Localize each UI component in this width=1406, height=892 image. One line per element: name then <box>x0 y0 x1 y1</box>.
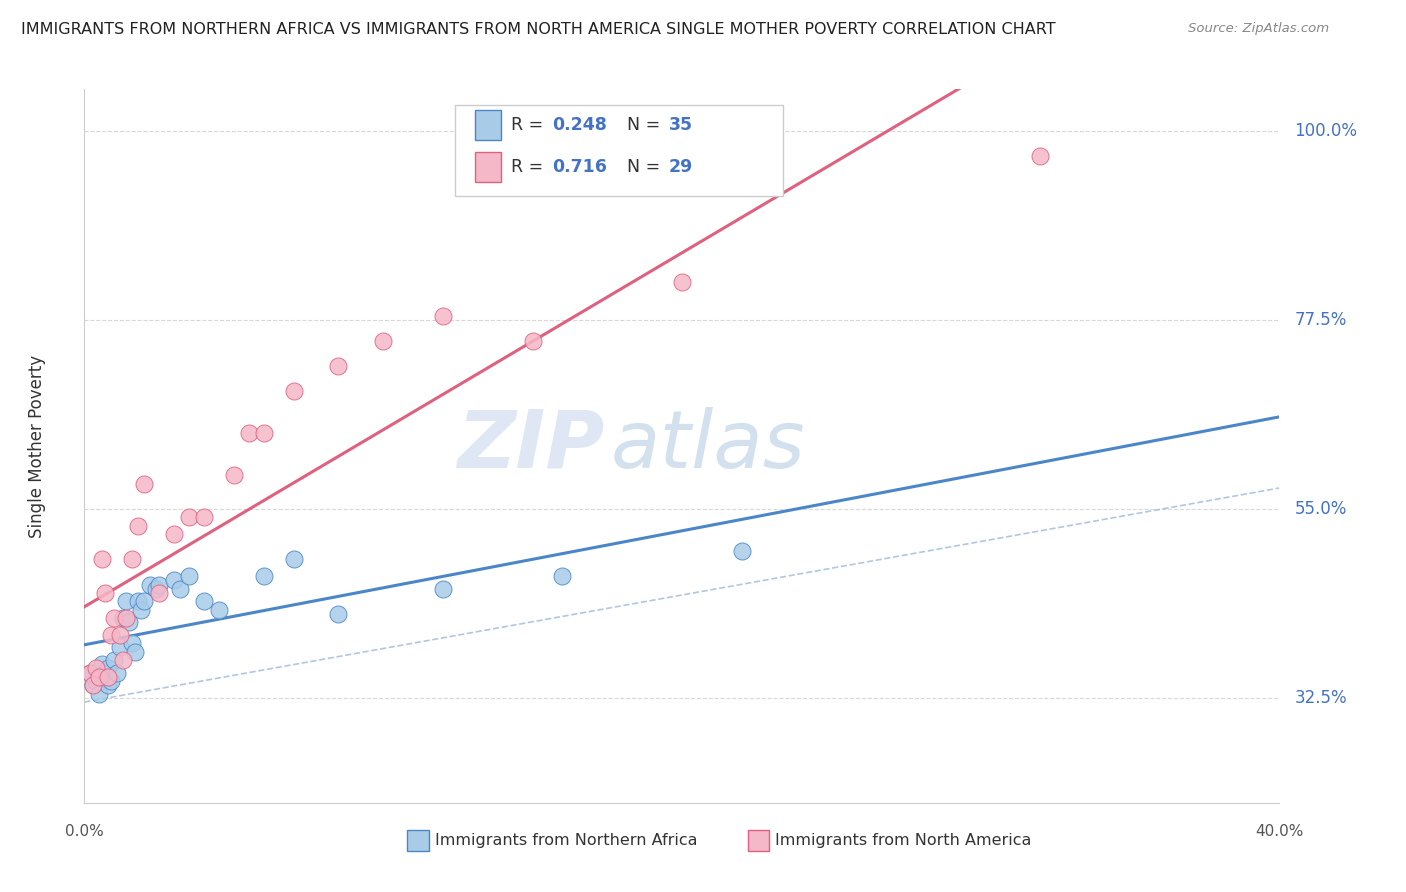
Text: 40.0%: 40.0% <box>1256 824 1303 838</box>
Point <box>238 426 260 441</box>
Point <box>94 665 117 680</box>
Point <box>222 468 245 483</box>
Point <box>328 607 350 621</box>
Point <box>103 611 125 625</box>
Bar <box>475 152 502 182</box>
Point <box>112 611 135 625</box>
Text: Immigrants from Northern Africa: Immigrants from Northern Africa <box>434 833 697 848</box>
Point <box>112 653 135 667</box>
Text: 0.248: 0.248 <box>551 116 606 134</box>
Point <box>163 574 186 588</box>
Point <box>115 611 138 625</box>
Point <box>148 577 170 591</box>
Point <box>432 309 454 323</box>
Point <box>86 661 108 675</box>
Point <box>91 552 114 566</box>
Point <box>89 687 111 701</box>
Point <box>139 577 162 591</box>
Text: R =: R = <box>510 116 548 134</box>
Point <box>177 510 200 524</box>
Point <box>91 670 114 684</box>
Point <box>94 586 117 600</box>
Point <box>97 670 120 684</box>
Point <box>97 661 120 675</box>
Point <box>100 628 122 642</box>
Point <box>110 628 132 642</box>
Text: 0.716: 0.716 <box>551 158 606 176</box>
Point <box>432 582 454 596</box>
Point <box>79 665 101 680</box>
Text: Single Mother Poverty: Single Mother Poverty <box>28 354 45 538</box>
Point <box>89 670 111 684</box>
Text: IMMIGRANTS FROM NORTHERN AFRICA VS IMMIGRANTS FROM NORTH AMERICA SINGLE MOTHER P: IMMIGRANTS FROM NORTHERN AFRICA VS IMMIG… <box>21 22 1056 37</box>
Text: atlas: atlas <box>610 407 806 485</box>
Text: 29: 29 <box>669 158 693 176</box>
Point <box>177 569 200 583</box>
Point <box>91 657 114 672</box>
FancyBboxPatch shape <box>456 105 783 196</box>
Point <box>115 594 138 608</box>
Point <box>145 582 167 596</box>
Text: 77.5%: 77.5% <box>1295 311 1347 329</box>
Text: 32.5%: 32.5% <box>1295 689 1347 706</box>
Bar <box>475 110 502 140</box>
Text: 35: 35 <box>669 116 693 134</box>
Point <box>127 594 149 608</box>
Point <box>118 615 141 630</box>
Point <box>82 678 104 692</box>
Point <box>193 594 215 608</box>
Text: Source: ZipAtlas.com: Source: ZipAtlas.com <box>1188 22 1329 36</box>
Point <box>283 552 305 566</box>
Point <box>100 674 122 689</box>
Point <box>148 586 170 600</box>
Point <box>193 510 215 524</box>
Point <box>522 334 544 348</box>
Point <box>82 678 104 692</box>
Point <box>110 640 132 655</box>
Bar <box>408 830 429 851</box>
Point <box>121 552 143 566</box>
Point <box>97 678 120 692</box>
Point <box>373 334 395 348</box>
Point <box>253 426 276 441</box>
Point <box>163 527 186 541</box>
Point <box>208 603 231 617</box>
Text: N =: N = <box>627 158 665 176</box>
Point <box>671 275 693 289</box>
Text: 100.0%: 100.0% <box>1295 122 1357 140</box>
Point <box>253 569 276 583</box>
Point <box>328 359 350 374</box>
Text: 0.0%: 0.0% <box>65 824 104 838</box>
Point <box>86 674 108 689</box>
Point <box>731 544 754 558</box>
Text: N =: N = <box>627 116 665 134</box>
Point <box>1029 149 1052 163</box>
Point <box>124 645 146 659</box>
Text: Immigrants from North America: Immigrants from North America <box>775 833 1032 848</box>
Bar <box>748 830 769 851</box>
Point <box>551 569 574 583</box>
Text: 55.0%: 55.0% <box>1295 500 1347 518</box>
Point <box>105 665 128 680</box>
Text: ZIP: ZIP <box>457 407 605 485</box>
Point <box>169 582 191 596</box>
Point <box>121 636 143 650</box>
Point <box>127 518 149 533</box>
Point <box>103 653 125 667</box>
Point <box>132 594 156 608</box>
Point <box>132 476 156 491</box>
Text: R =: R = <box>510 158 548 176</box>
Point <box>79 665 101 680</box>
Point <box>283 384 305 399</box>
Point <box>129 603 152 617</box>
